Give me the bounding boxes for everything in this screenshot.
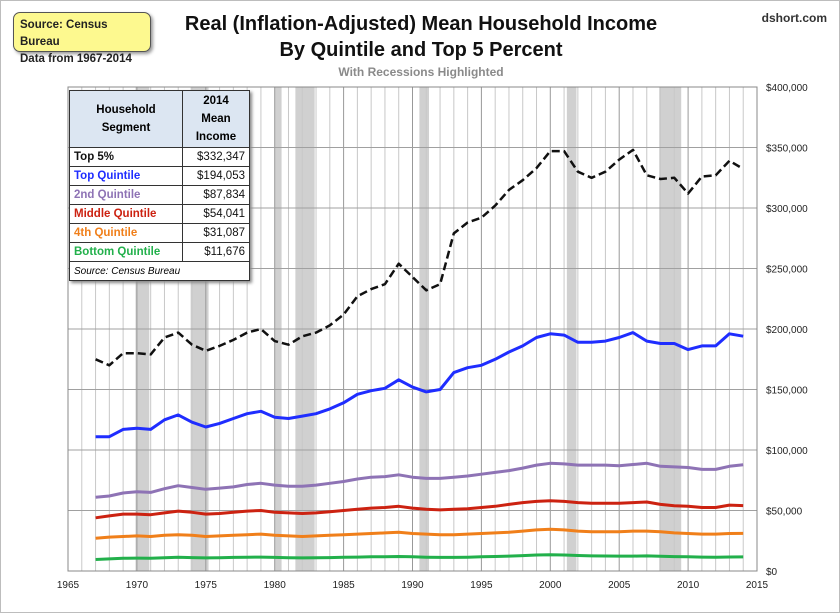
legend-income: $31,087 bbox=[182, 223, 250, 243]
x-tick-label: 2000 bbox=[539, 580, 562, 591]
legend-header-segment: Household Segment bbox=[69, 90, 183, 148]
x-tick-label: 1985 bbox=[332, 580, 355, 591]
y-tick-label: $250,000 bbox=[766, 265, 808, 276]
y-tick-label: $200,000 bbox=[766, 325, 808, 336]
legend-segment: Top 5% bbox=[69, 147, 183, 167]
legend-segment: 2nd Quintile bbox=[69, 185, 183, 205]
legend-source: Source: Census Bureau bbox=[69, 261, 250, 281]
x-tick-label: 1965 bbox=[57, 580, 80, 591]
series-line-top-quintile bbox=[95, 331, 744, 439]
legend-row: Bottom Quintile $11,676 bbox=[69, 242, 250, 262]
y-tick-label: $350,000 bbox=[766, 144, 808, 155]
y-tick-label: $400,000 bbox=[766, 83, 808, 94]
legend-income: $54,041 bbox=[182, 204, 250, 224]
source-note: Source: Census Bureau Data from 1967-201… bbox=[13, 12, 151, 65]
y-tick-label: $0 bbox=[766, 567, 778, 578]
legend-row: Top 5% $332,347 bbox=[69, 147, 250, 167]
legend-row: 4th Quintile $31,087 bbox=[69, 223, 250, 243]
x-tick-label: 1970 bbox=[126, 580, 149, 591]
legend-segment: 4th Quintile bbox=[69, 223, 183, 243]
legend-table: Household Segment 2014 Mean Income Top 5… bbox=[69, 90, 250, 281]
brand-label: dshort.com bbox=[761, 11, 827, 25]
x-tick-label: 2010 bbox=[677, 580, 700, 591]
legend-header-income: 2014 Mean Income bbox=[182, 90, 250, 148]
legend-row: Middle Quintile $54,041 bbox=[69, 204, 250, 224]
y-tick-label: $300,000 bbox=[766, 204, 808, 215]
legend-income: $194,053 bbox=[182, 166, 250, 186]
series-line-2nd-quintile bbox=[95, 461, 744, 499]
legend-segment: Top Quintile bbox=[69, 166, 183, 186]
plot-border bbox=[67, 86, 758, 572]
x-tick-label: 1995 bbox=[470, 580, 493, 591]
series-line-middle-quintile bbox=[95, 499, 744, 520]
legend-income: $332,347 bbox=[182, 147, 250, 167]
x-tick-label: 1980 bbox=[264, 580, 287, 591]
legend-income: $87,834 bbox=[182, 185, 250, 205]
y-tick-label: $150,000 bbox=[766, 386, 808, 397]
x-tick-label: 2015 bbox=[746, 580, 769, 591]
legend-income: $11,676 bbox=[182, 242, 250, 262]
y-tick-label: $100,000 bbox=[766, 446, 808, 457]
source-line-2: Data from 1967-2014 bbox=[20, 53, 132, 65]
x-tick-label: 1990 bbox=[401, 580, 424, 591]
legend-row: 2nd Quintile $87,834 bbox=[69, 185, 250, 205]
chart-subtitle: With Recessions Highlighted bbox=[338, 65, 504, 79]
series-line-4th-quintile bbox=[95, 527, 744, 540]
x-tick-label: 2005 bbox=[608, 580, 631, 591]
x-tick-label: 1975 bbox=[195, 580, 218, 591]
series-line-bottom-quintile bbox=[95, 553, 744, 561]
y-tick-label: $50,000 bbox=[766, 507, 803, 518]
source-line-1: Source: Census Bureau bbox=[20, 19, 108, 48]
title-line-2: By Quintile and Top 5 Percent bbox=[279, 39, 563, 61]
legend-segment: Middle Quintile bbox=[69, 204, 183, 224]
legend-row: Top Quintile $194,053 bbox=[69, 166, 250, 186]
title-line-1: Real (Inflation-Adjusted) Mean Household… bbox=[184, 13, 658, 35]
legend-segment: Bottom Quintile bbox=[69, 242, 183, 262]
chart-title: Real (Inflation-Adjusted) Mean Household… bbox=[151, 11, 691, 63]
